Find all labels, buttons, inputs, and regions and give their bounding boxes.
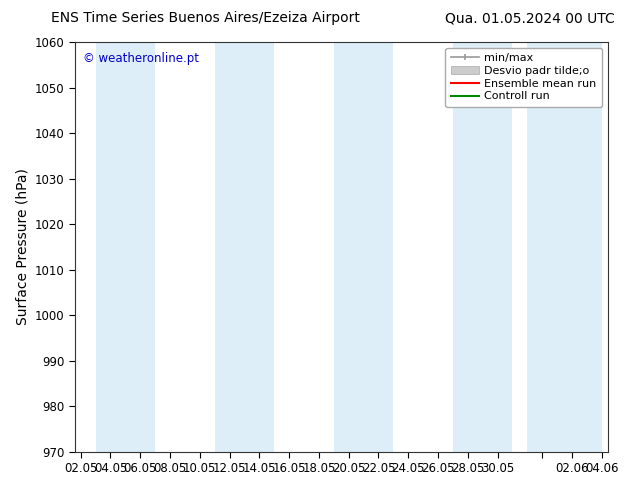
- Text: © weatheronline.pt: © weatheronline.pt: [82, 52, 198, 65]
- Bar: [527, 42, 602, 452]
- Text: Qua. 01.05.2024 00 UTC: Qua. 01.05.2024 00 UTC: [445, 11, 615, 25]
- Text: ENS Time Series Buenos Aires/Ezeiza Airport: ENS Time Series Buenos Aires/Ezeiza Airp…: [51, 11, 359, 25]
- Bar: [333, 42, 393, 452]
- Legend: min/max, Desvio padr tilde;o, Ensemble mean run, Controll run: min/max, Desvio padr tilde;o, Ensemble m…: [446, 48, 602, 107]
- Bar: [96, 42, 155, 452]
- Bar: [453, 42, 512, 452]
- Y-axis label: Surface Pressure (hPa): Surface Pressure (hPa): [15, 169, 29, 325]
- Bar: [215, 42, 275, 452]
